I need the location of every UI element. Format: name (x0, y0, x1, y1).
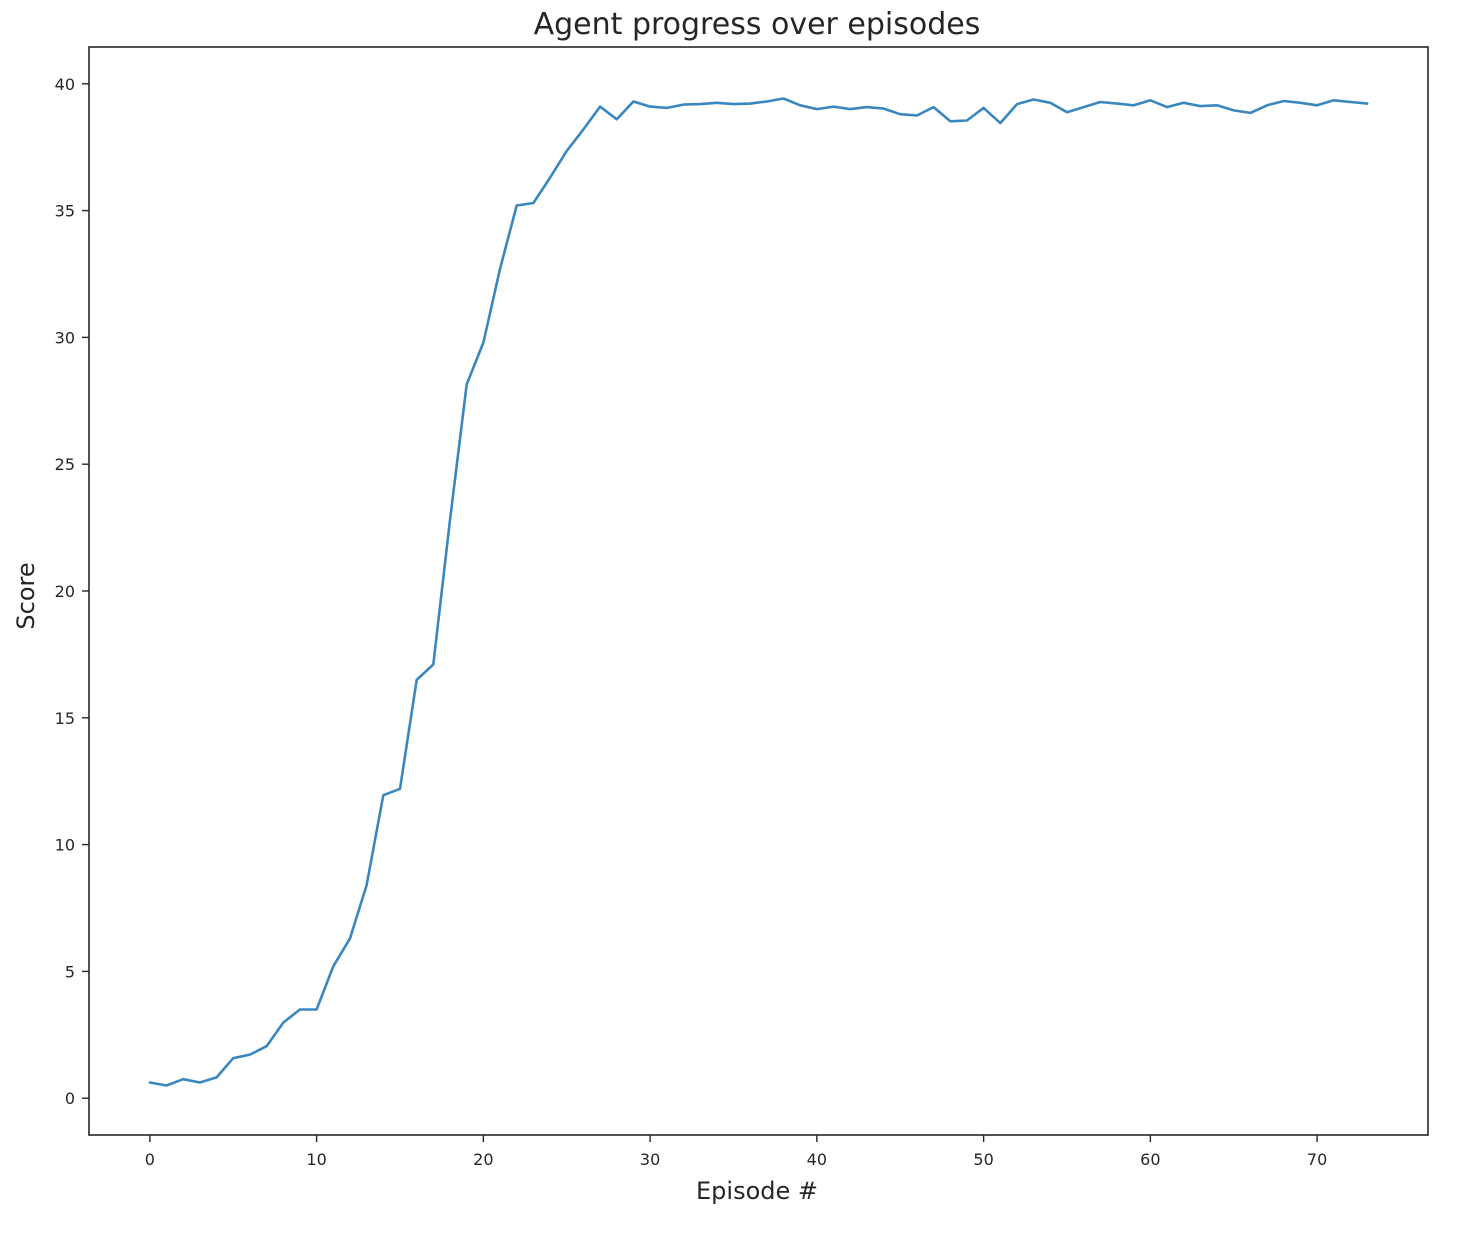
y-tick-label: 15 (55, 709, 75, 728)
y-tick-label: 10 (55, 836, 75, 855)
x-tick-label: 0 (145, 1150, 155, 1169)
y-tick-label: 40 (55, 75, 75, 94)
y-axis-label: Score (12, 562, 40, 629)
x-tick-label: 20 (473, 1150, 493, 1169)
x-tick-label: 70 (1307, 1150, 1327, 1169)
x-axis-label: Episode # (696, 1177, 818, 1205)
x-tick-label: 60 (1140, 1150, 1160, 1169)
y-tick-label: 30 (55, 328, 75, 347)
y-tick-label: 25 (55, 455, 75, 474)
y-tick-label: 0 (65, 1089, 75, 1108)
x-tick-label: 30 (640, 1150, 660, 1169)
plot-frame (88, 46, 1429, 1136)
y-tick-label: 20 (55, 582, 75, 601)
chart-title: Agent progress over episodes (534, 7, 981, 42)
y-tick-label: 35 (55, 202, 75, 221)
x-tick-label: 10 (306, 1150, 326, 1169)
x-tick-label: 40 (807, 1150, 827, 1169)
y-tick-label: 5 (65, 962, 75, 981)
x-tick-label: 50 (973, 1150, 993, 1169)
series-line (148, 97, 1369, 1087)
